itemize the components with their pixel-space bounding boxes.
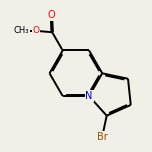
Text: O: O bbox=[48, 10, 55, 20]
Text: Br: Br bbox=[97, 132, 108, 142]
Text: CH₃: CH₃ bbox=[14, 26, 29, 35]
Text: N: N bbox=[85, 91, 93, 101]
Text: O: O bbox=[32, 26, 39, 35]
